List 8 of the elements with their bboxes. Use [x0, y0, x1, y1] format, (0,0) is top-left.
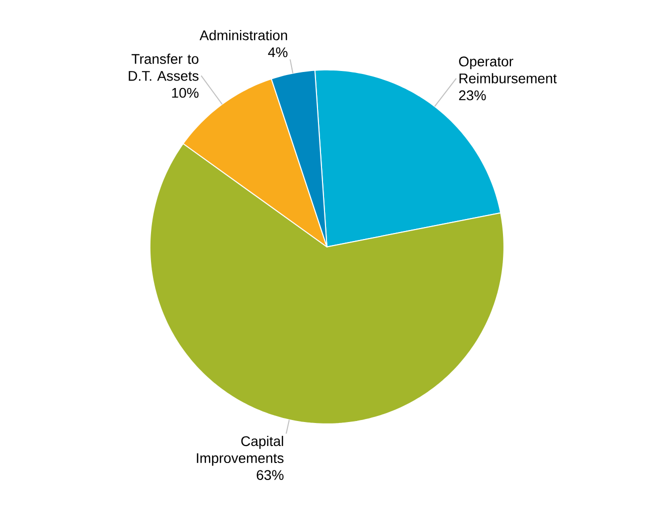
data-label: 10%	[172, 88, 198, 98]
slice-label: Operator Reimbursement	[459, 56, 557, 84]
slice-label: Administration	[200, 30, 288, 40]
data-label: 23%	[459, 90, 486, 100]
slice-label: Capital Improvements	[196, 436, 284, 466]
slice-label: Transfer to D.T. Assets	[128, 54, 198, 81]
data-label: 63%	[256, 470, 284, 480]
data-label: 4%	[268, 47, 288, 58]
